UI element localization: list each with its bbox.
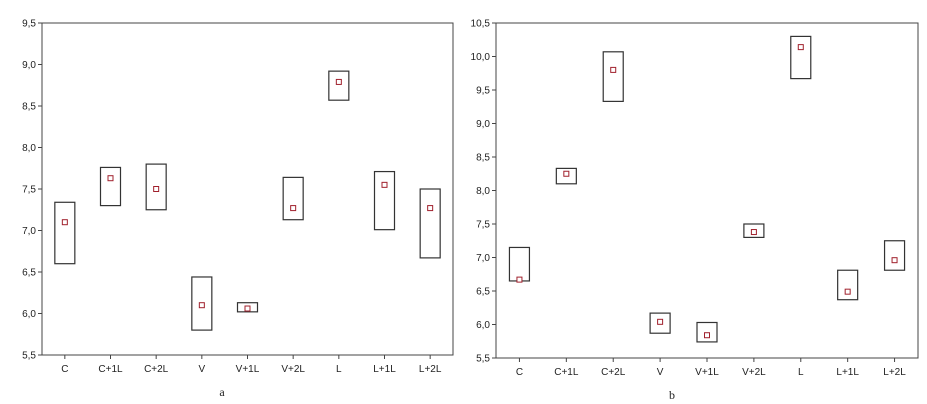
panel-label: a — [219, 385, 225, 399]
mean-marker — [381, 181, 388, 188]
y-tick-label: 8,0 — [22, 143, 36, 154]
mean-marker — [610, 66, 617, 73]
y-tick-label: 6,5 — [22, 268, 36, 279]
range-box — [696, 321, 718, 343]
y-tick-label: 6,5 — [476, 287, 490, 298]
y-tick-label: 7,5 — [476, 220, 490, 231]
range-box — [790, 35, 812, 80]
x-tick-label: C+2L — [601, 367, 626, 378]
y-tick-label: 6,0 — [22, 309, 36, 320]
mean-marker — [657, 318, 664, 325]
x-tick-label: V+2L — [281, 364, 305, 375]
y-tick-label: 7,0 — [476, 253, 490, 264]
chart-panel-a: 5,5 6,0 6,5 7,0 7,5 8,0 8,5 9,0 9,5 C C+1L C+2L V V+1… — [0, 0, 460, 404]
plot-frame — [495, 22, 919, 359]
x-tick-label: L+2L — [883, 367, 906, 378]
y-tick-label: 8,0 — [476, 186, 490, 197]
range-box — [328, 70, 350, 101]
box-plot-b: 5,5 6,0 6,5 7,0 7,5 8,0 8,5 9,0 9,5 10,0 10,5 C C+1L… — [471, 19, 919, 402]
x-tick-label: V — [657, 367, 664, 378]
x-tick-label: L+1L — [373, 364, 396, 375]
y-tick-label: 9,0 — [22, 60, 36, 71]
range-box — [191, 276, 213, 331]
mean-marker — [844, 288, 851, 295]
y-tick-label: 9,5 — [22, 19, 36, 30]
range-box — [602, 51, 624, 102]
y-tick-label: 5,5 — [22, 351, 36, 362]
y-tick-label: 7,0 — [22, 226, 36, 237]
mean-marker — [891, 257, 898, 264]
y-tick-label: 8,5 — [22, 102, 36, 113]
mean-marker — [797, 44, 804, 51]
range-box — [236, 302, 259, 313]
chart-panel-b: 5,5 6,0 6,5 7,0 7,5 8,0 8,5 9,0 9,5 10,0 10,5 C C+1L… — [462, 0, 927, 404]
y-tick-label: 9,0 — [476, 119, 490, 130]
x-tick-label: V+1L — [695, 367, 719, 378]
x-tick-label: L+1L — [836, 367, 859, 378]
range-box — [282, 176, 304, 221]
mean-marker — [198, 302, 205, 309]
x-tick-label: C+1L — [98, 364, 123, 375]
x-tick-label: C+1L — [554, 367, 579, 378]
range-box — [99, 166, 122, 207]
y-tick-label: 9,5 — [476, 86, 490, 97]
x-tick-label: C — [61, 364, 68, 375]
x-tick-label: L — [336, 364, 342, 375]
x-tick-label: V+1L — [236, 364, 260, 375]
y-tick-label: 8,5 — [476, 153, 490, 164]
mean-marker — [153, 186, 160, 192]
mean-marker — [244, 305, 251, 312]
range-box — [743, 223, 765, 238]
mean-marker — [427, 205, 434, 212]
range-box — [508, 246, 531, 282]
y-tick-label: 5,5 — [476, 354, 490, 365]
x-tick-label: V — [198, 364, 205, 375]
range-box — [419, 188, 441, 259]
y-tick-label: 10,0 — [471, 52, 491, 63]
mean-marker — [335, 78, 342, 85]
panel-label: b — [669, 388, 675, 402]
x-tick-label: C — [516, 367, 523, 378]
mean-marker — [516, 276, 523, 283]
x-tick-label: L — [798, 367, 804, 378]
x-tick-label: C+2L — [144, 364, 169, 375]
range-box — [837, 269, 859, 301]
range-box — [145, 163, 167, 211]
x-tick-label: L+2L — [419, 364, 442, 375]
mean-marker — [750, 229, 757, 236]
mean-marker — [107, 175, 114, 182]
box-plot-a: 5,5 6,0 6,5 7,0 7,5 8,0 8,5 9,0 9,5 C C+1L C+2L V V+1… — [22, 19, 454, 399]
plot-frame — [41, 22, 454, 356]
y-tick-label: 6,0 — [476, 320, 490, 331]
mean-marker — [290, 205, 297, 212]
range-box — [54, 201, 76, 265]
mean-marker — [563, 170, 570, 177]
mean-marker — [61, 219, 68, 226]
range-box — [649, 312, 671, 334]
x-tick-label: V+2L — [742, 367, 766, 378]
range-box — [373, 170, 396, 231]
range-box — [883, 240, 906, 271]
y-tick-label: 10,5 — [471, 19, 491, 30]
range-box — [555, 167, 577, 185]
y-tick-label: 7,5 — [22, 185, 36, 196]
mean-marker — [704, 332, 710, 339]
